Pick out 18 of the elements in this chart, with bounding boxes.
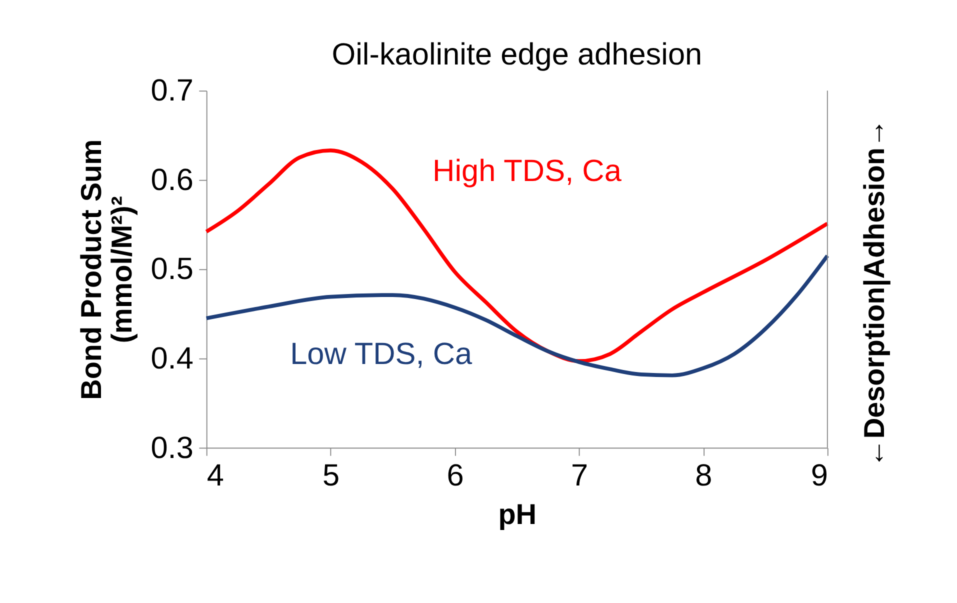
y2-axis-title: ←Desorption|Adhesion→ [859,118,892,468]
y-axis-title: Bond Product Sum (mmol/M²)² [76,139,139,400]
y-tick-label: 0.7 [150,72,194,108]
x-tick-label: 5 [322,458,340,493]
y-tick-label: 0.6 [150,162,194,197]
x-axis-title: pH [498,498,537,531]
x-tick-label: 9 [810,458,828,493]
chart-title: Oil-kaolinite edge adhesion [332,36,702,72]
series-label: Low TDS, Ca [290,336,474,372]
y-tick-label: 0.4 [150,340,194,376]
y-tick-label: 0.3 [150,430,194,465]
y-tick-label: 0.5 [150,251,194,286]
series-label: High TDS, Ca [432,152,622,188]
x-tick-label: 7 [570,458,588,493]
line-series [204,254,830,378]
x-tick-label: 6 [446,458,464,493]
x-tick-label: 4 [206,458,224,493]
x-tick-label: 8 [695,458,712,493]
